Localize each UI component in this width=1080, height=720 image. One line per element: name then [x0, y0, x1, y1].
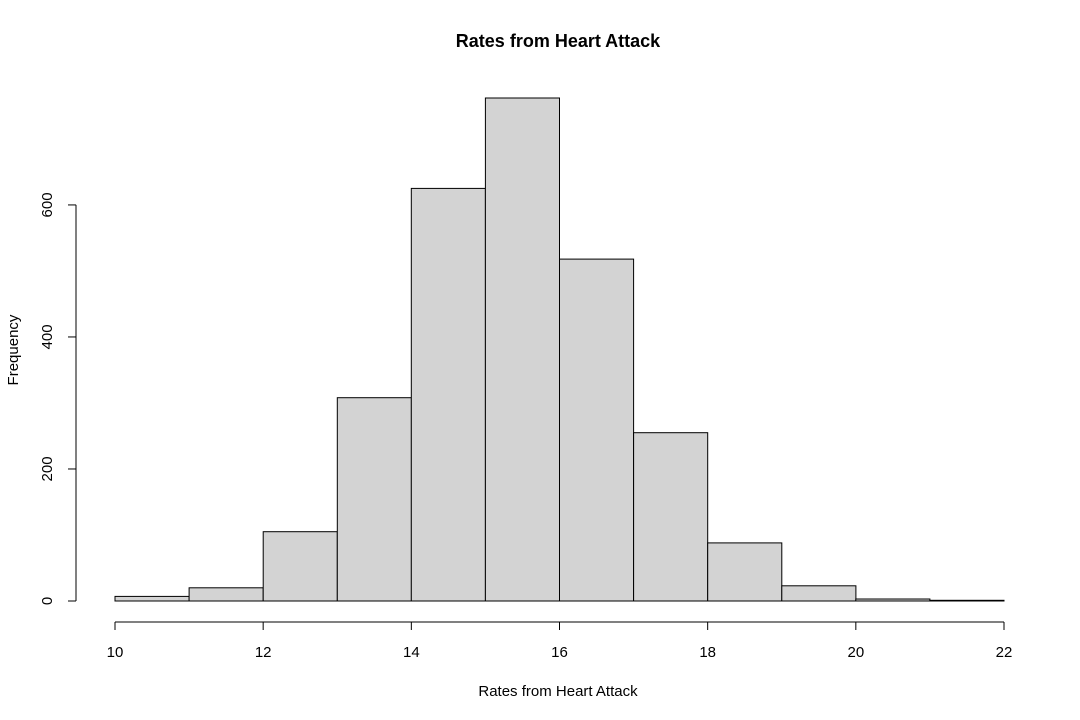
- histogram-bar: [484, 97, 560, 602]
- histogram-bar: [707, 542, 783, 602]
- x-tick-label: 10: [107, 644, 124, 661]
- histogram-bar: [188, 587, 264, 602]
- histogram-bar: [855, 598, 931, 602]
- y-tick-label: 400: [39, 324, 56, 349]
- chart-title: Rates from Heart Attack: [456, 31, 661, 51]
- y-tick-label: 200: [39, 456, 56, 481]
- x-tick-label: 14: [403, 644, 420, 661]
- x-tick-label: 16: [551, 644, 568, 661]
- x-axis-label: Rates from Heart Attack: [478, 683, 638, 700]
- y-tick-label: 0: [39, 597, 56, 605]
- histogram-bar: [114, 595, 190, 602]
- histogram-bar: [336, 397, 412, 602]
- x-tick-label: 22: [996, 644, 1013, 661]
- histogram-bar: [781, 585, 857, 602]
- x-tick-label: 12: [255, 644, 272, 661]
- y-axis: 0 200 400 600: [39, 192, 77, 605]
- histogram-bar: [410, 187, 486, 602]
- y-tick-label: 600: [39, 192, 56, 217]
- x-tick-label: 18: [699, 644, 716, 661]
- x-axis: 10 12 14 16 18 20 22: [107, 621, 1013, 661]
- bars-group: [114, 97, 1005, 602]
- histogram-bar: [262, 531, 338, 602]
- histogram-bar: [929, 599, 1005, 602]
- x-tick-label: 20: [847, 644, 864, 661]
- y-axis-label: Frequency: [5, 314, 22, 385]
- histogram-bar: [559, 258, 635, 602]
- histogram-bar: [633, 432, 709, 602]
